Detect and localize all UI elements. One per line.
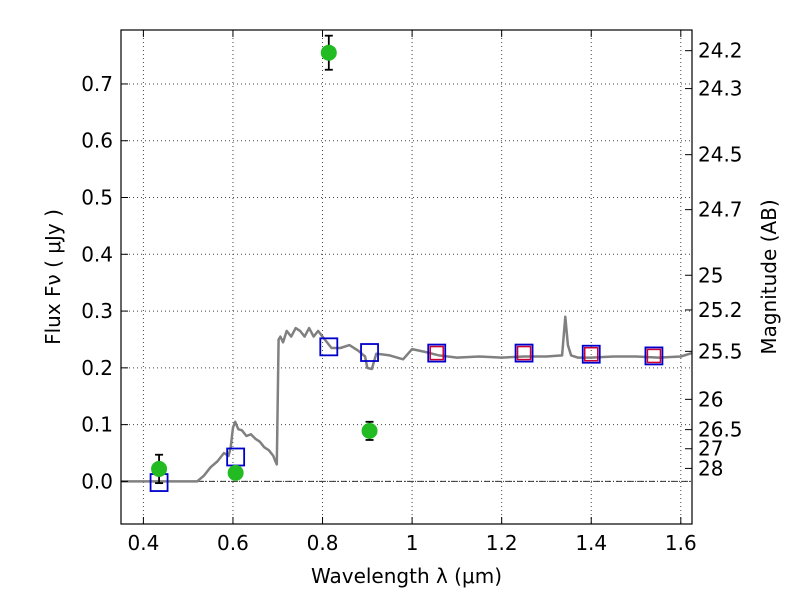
y-tick-label-2: 0.2 (81, 356, 113, 380)
mag-tick-label-2: 24.5 (698, 143, 743, 167)
x-tick-label-3: 1 (406, 531, 419, 555)
grid-lines (121, 30, 692, 524)
red-model-square-0 (429, 345, 444, 361)
y-tick-label-5: 0.5 (81, 186, 113, 210)
y-tick-label-3: 0.3 (81, 299, 113, 323)
x-tick-label-5: 1.4 (575, 531, 607, 555)
blue-model-square-6 (581, 344, 601, 364)
x-tick-label-2: 0.8 (307, 531, 339, 555)
observed-photometry-layer (151, 34, 378, 485)
mag-tick-label-1: 24.3 (698, 77, 743, 101)
plot-frame (120, 29, 693, 525)
x-axis-ticks: 0.4 0.6 0.8 1 1.2 1.4 1.6 (127, 30, 697, 555)
observed-point-2 (320, 44, 337, 61)
red-model-square-1 (516, 345, 532, 361)
y-axis-label: Flux Fν ( μJy ) (41, 209, 65, 345)
mag-tick-label-8: 26.5 (698, 418, 743, 442)
mag-tick-label-6: 25.5 (698, 339, 743, 363)
mag-tick-label-10: 28 (698, 456, 723, 480)
y-tick-label-0: 0.0 (81, 469, 113, 493)
red-model-square-2 (583, 346, 599, 362)
observed-point-1 (227, 464, 244, 481)
x-tick-label-6: 1.6 (665, 531, 697, 555)
mag-tick-label-7: 26 (698, 387, 723, 411)
y-tick-label-6: 0.6 (81, 129, 113, 153)
x-tick-label-4: 1.2 (486, 531, 518, 555)
y-tick-label-4: 0.4 (81, 242, 113, 266)
x-axis-label: Wavelength λ (μm) (311, 564, 502, 588)
blue-model-square-3 (360, 343, 379, 362)
blue-model-square-7 (644, 346, 664, 366)
magnitude-axis-label: Magnitude (AB) (757, 199, 781, 354)
model-spectrum-line (121, 315, 693, 483)
blue-model-square-2 (319, 337, 339, 357)
observed-point-0 (151, 460, 168, 477)
x-tick-label-0: 0.4 (127, 531, 159, 555)
blue-model-square-4 (427, 343, 447, 363)
model-photometry-layer (149, 337, 664, 492)
y-axis-ticks: 0.0 0.1 0.2 0.3 0.4 0.5 0.6 0.7 (81, 72, 128, 493)
mag-tick-label-4: 25 (698, 263, 723, 287)
model-spectrum-layer (121, 315, 693, 483)
mag-tick-label-3: 24.7 (698, 198, 743, 222)
y-tick-label-1: 0.1 (81, 413, 113, 437)
x-tick-label-1: 0.6 (217, 531, 249, 555)
blue-model-square-5 (514, 343, 534, 363)
mag-tick-label-9: 27 (698, 437, 723, 461)
y-tick-label-7: 0.7 (81, 72, 113, 96)
red-model-square-3 (646, 348, 662, 364)
mag-tick-label-5: 25.2 (698, 298, 743, 322)
mag-tick-label-0: 24.2 (698, 39, 743, 63)
observed-point-3 (361, 422, 378, 439)
